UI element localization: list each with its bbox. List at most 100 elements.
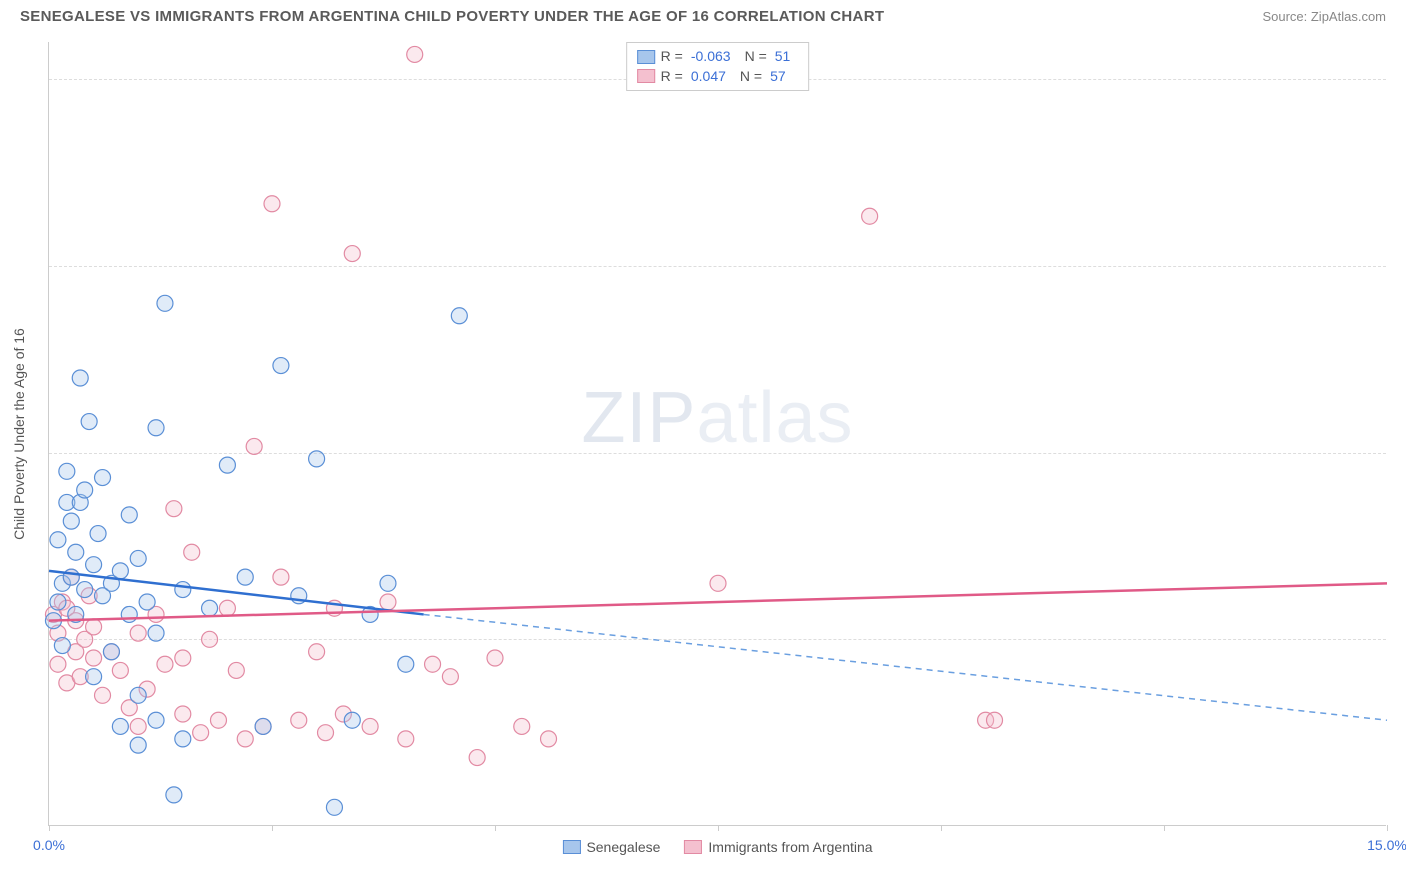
data-point xyxy=(112,563,128,579)
data-point xyxy=(273,358,289,374)
data-point xyxy=(237,569,253,585)
data-point xyxy=(862,208,878,224)
data-point xyxy=(219,457,235,473)
data-point xyxy=(139,594,155,610)
scatter-plot xyxy=(49,42,1386,825)
y-tick-label: 15.0% xyxy=(1391,631,1406,647)
data-point xyxy=(541,731,557,747)
y-tick-label: 45.0% xyxy=(1391,258,1406,274)
legend-r-prefix: R = xyxy=(661,67,683,87)
data-point xyxy=(130,737,146,753)
data-point xyxy=(157,295,173,311)
data-point xyxy=(148,712,164,728)
legend-r-value: 0.047 xyxy=(691,67,726,87)
data-point xyxy=(95,687,111,703)
x-tick xyxy=(272,825,273,831)
data-point xyxy=(112,662,128,678)
legend-n-value: 51 xyxy=(775,47,791,67)
legend-n-value: 57 xyxy=(770,67,786,87)
legend-top: R =-0.063N =51R =0.047N =57 xyxy=(626,42,810,91)
data-point xyxy=(362,718,378,734)
data-point xyxy=(514,718,530,734)
data-point xyxy=(344,712,360,728)
x-tick xyxy=(495,825,496,831)
bottom-legend-item: Immigrants from Argentina xyxy=(684,839,872,855)
data-point xyxy=(398,731,414,747)
data-point xyxy=(130,625,146,641)
trend-line-dashed xyxy=(424,614,1387,720)
data-point xyxy=(86,650,102,666)
legend-n-prefix: N = xyxy=(740,67,762,87)
data-point xyxy=(86,669,102,685)
x-tick xyxy=(1164,825,1165,831)
legend-label: Immigrants from Argentina xyxy=(708,839,872,855)
data-point xyxy=(121,606,137,622)
data-point xyxy=(309,644,325,660)
data-point xyxy=(166,787,182,803)
data-point xyxy=(237,731,253,747)
data-point xyxy=(219,600,235,616)
data-point xyxy=(210,712,226,728)
data-point xyxy=(469,750,485,766)
legend-n-prefix: N = xyxy=(745,47,767,67)
data-point xyxy=(95,470,111,486)
data-point xyxy=(344,246,360,262)
data-point xyxy=(407,46,423,62)
data-point xyxy=(81,414,97,430)
data-point xyxy=(273,569,289,585)
source-label: Source: ZipAtlas.com xyxy=(1262,9,1386,24)
data-point xyxy=(202,631,218,647)
data-point xyxy=(264,196,280,212)
data-point xyxy=(86,557,102,573)
data-point xyxy=(50,594,66,610)
data-point xyxy=(77,582,93,598)
data-point xyxy=(59,463,75,479)
legend-row: R = 0.047 N = 57 xyxy=(637,67,799,87)
data-point xyxy=(63,513,79,529)
data-point xyxy=(193,725,209,741)
data-point xyxy=(175,706,191,722)
data-point xyxy=(112,718,128,734)
data-point xyxy=(451,308,467,324)
data-point xyxy=(309,451,325,467)
data-point xyxy=(380,594,396,610)
data-point xyxy=(175,582,191,598)
data-point xyxy=(63,569,79,585)
bottom-legend: Senegalese Immigrants from Argentina xyxy=(562,839,872,855)
data-point xyxy=(50,656,66,672)
data-point xyxy=(130,687,146,703)
data-point xyxy=(148,625,164,641)
bottom-legend-item: Senegalese xyxy=(562,839,660,855)
title-bar: SENEGALESE VS IMMIGRANTS FROM ARGENTINA … xyxy=(0,0,1406,29)
data-point xyxy=(202,600,218,616)
data-point xyxy=(487,650,503,666)
data-point xyxy=(166,501,182,517)
legend-row: R = -0.063 N = 51 xyxy=(637,47,799,67)
data-point xyxy=(246,438,262,454)
data-point xyxy=(54,638,70,654)
x-tick-label: 0.0% xyxy=(33,837,65,853)
x-tick xyxy=(1387,825,1388,831)
legend-swatch xyxy=(562,840,580,854)
legend-r-prefix: R = xyxy=(661,47,683,67)
data-point xyxy=(130,718,146,734)
data-point xyxy=(68,544,84,560)
legend-swatch xyxy=(637,50,655,64)
x-tick-label: 15.0% xyxy=(1367,837,1406,853)
legend-swatch xyxy=(637,69,655,83)
data-point xyxy=(130,550,146,566)
x-tick xyxy=(49,825,50,831)
data-point xyxy=(121,507,137,523)
data-point xyxy=(987,712,1003,728)
x-tick xyxy=(718,825,719,831)
y-tick-label: 30.0% xyxy=(1391,445,1406,461)
data-point xyxy=(425,656,441,672)
data-point xyxy=(184,544,200,560)
legend-swatch xyxy=(684,840,702,854)
data-point xyxy=(255,718,271,734)
data-point xyxy=(72,370,88,386)
data-point xyxy=(50,532,66,548)
data-point xyxy=(380,575,396,591)
y-tick-label: 60.0% xyxy=(1391,71,1406,87)
legend-r-value: -0.063 xyxy=(691,47,731,67)
